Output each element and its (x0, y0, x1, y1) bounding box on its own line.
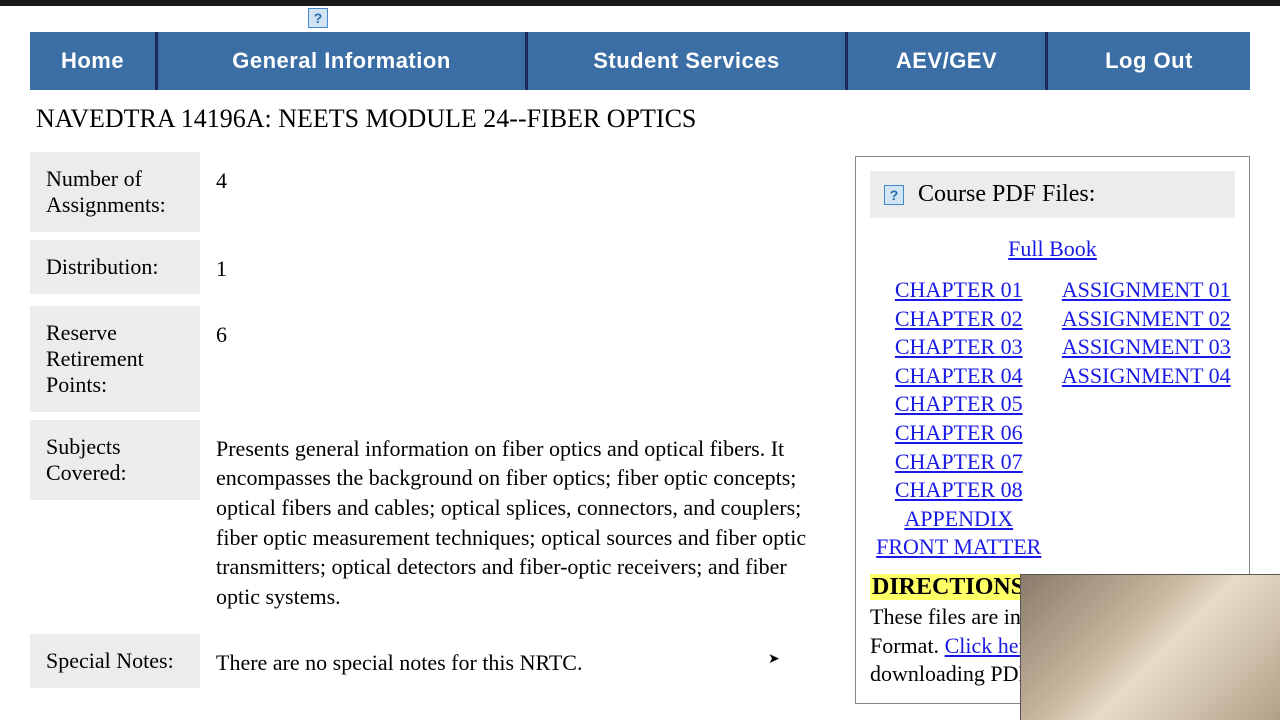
page-title: NAVEDTRA 14196A: NEETS MODULE 24--FIBER … (36, 104, 1280, 134)
row-subjects: Subjects Covered: Presents general infor… (30, 420, 845, 626)
label-distribution: Distribution: (30, 240, 200, 294)
row-distribution: Distribution: 1 (30, 240, 845, 298)
row-special: Special Notes: There are no special note… (30, 634, 845, 692)
main-nav: Home General Information Student Service… (30, 32, 1250, 90)
link-chapter[interactable]: CHAPTER 07 (870, 448, 1048, 477)
pdf-sidebar-header: ? Course PDF Files: (870, 171, 1235, 218)
link-chapter[interactable]: CHAPTER 05 (870, 390, 1048, 419)
help-icon-top-container: ? (308, 8, 1280, 28)
link-chapter[interactable]: CHAPTER 03 (870, 333, 1048, 362)
link-full-book[interactable]: Full Book (1008, 236, 1097, 261)
pdf-col-assignments: ASSIGNMENT 01 ASSIGNMENT 02 ASSIGNMENT 0… (1058, 276, 1236, 562)
link-chapter[interactable]: CHAPTER 04 (870, 362, 1048, 391)
value-assignments: 4 (200, 152, 845, 210)
link-chapter[interactable]: CHAPTER 08 (870, 476, 1048, 505)
link-appendix[interactable]: APPENDIX (870, 505, 1048, 534)
label-assignments: Number of Assignments: (30, 152, 200, 232)
nav-home[interactable]: Home (30, 32, 158, 90)
label-subjects: Subjects Covered: (30, 420, 200, 500)
link-front-matter[interactable]: FRONT MATTER (870, 533, 1048, 562)
value-retirement: 6 (200, 306, 845, 364)
link-chapter[interactable]: CHAPTER 01 (870, 276, 1048, 305)
nav-general-information[interactable]: General Information (158, 32, 528, 90)
help-icon[interactable]: ? (884, 185, 904, 205)
link-assignment[interactable]: ASSIGNMENT 02 (1058, 305, 1236, 334)
help-icon[interactable]: ? (308, 8, 328, 28)
link-chapter[interactable]: CHAPTER 06 (870, 419, 1048, 448)
link-assignment[interactable]: ASSIGNMENT 01 (1058, 276, 1236, 305)
nav-logout[interactable]: Log Out (1048, 32, 1250, 90)
pdf-col-chapters: CHAPTER 01 CHAPTER 02 CHAPTER 03 CHAPTER… (870, 276, 1048, 562)
full-book-link-row: Full Book (870, 236, 1235, 262)
window-top-bar (0, 0, 1280, 6)
course-info-table: Number of Assignments: 4 Distribution: 1… (30, 152, 845, 700)
value-subjects: Presents general information on fiber op… (200, 420, 845, 626)
label-special: Special Notes: (30, 634, 200, 688)
row-assignments: Number of Assignments: 4 (30, 152, 845, 232)
row-retirement: Reserve Retirement Points: 6 (30, 306, 845, 412)
value-distribution: 1 (200, 240, 845, 298)
pdf-columns: CHAPTER 01 CHAPTER 02 CHAPTER 03 CHAPTER… (870, 276, 1235, 562)
link-chapter[interactable]: CHAPTER 02 (870, 305, 1048, 334)
nav-aev-gev[interactable]: AEV/GEV (848, 32, 1048, 90)
label-retirement: Reserve Retirement Points: (30, 306, 200, 412)
webcam-overlay (1020, 574, 1280, 720)
nav-student-services[interactable]: Student Services (528, 32, 848, 90)
directions-label: DIRECTIONS (870, 574, 1026, 600)
link-assignment[interactable]: ASSIGNMENT 04 (1058, 362, 1236, 391)
value-special: There are no special notes for this NRTC… (200, 634, 845, 692)
link-assignment[interactable]: ASSIGNMENT 03 (1058, 333, 1236, 362)
pdf-sidebar-title: Course PDF Files: (918, 181, 1095, 208)
